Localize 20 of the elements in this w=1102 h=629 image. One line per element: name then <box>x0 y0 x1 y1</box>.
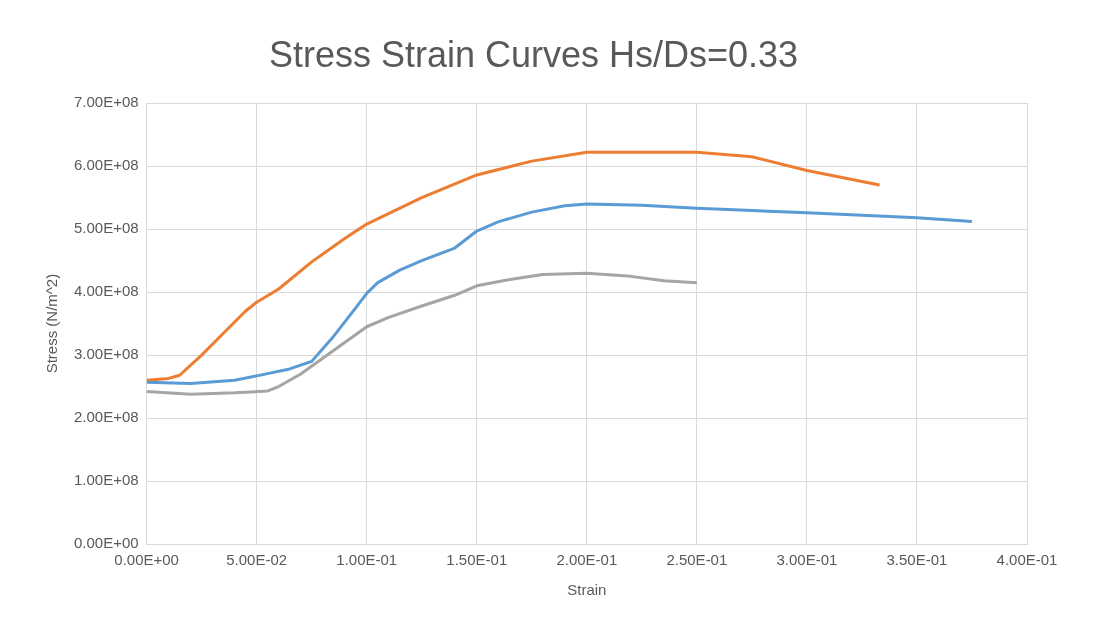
x-tick-label: 4.00E-01 <box>996 551 1058 569</box>
y-axis-title: Stress (N/m^2) <box>43 273 61 374</box>
x-tick-label: 3.50E-01 <box>886 551 948 569</box>
y-tick-label: 3.00E+08 <box>73 345 139 363</box>
y-tick-label: 6.00E+08 <box>73 156 139 174</box>
x-axis-title: Strain <box>567 581 607 599</box>
x-tick-label: 0.00E+00 <box>114 551 179 569</box>
y-tick-label: 5.00E+08 <box>73 219 139 237</box>
y-tick-label: 4.00E+08 <box>73 282 139 300</box>
x-tick-label: 2.00E-01 <box>556 551 618 569</box>
y-tick-label: 2.00E+08 <box>73 408 139 426</box>
x-tick-label: 1.00E-01 <box>336 551 398 569</box>
y-tick-label: 1.00E+08 <box>73 471 139 489</box>
x-tick-label: 5.00E-02 <box>226 551 288 569</box>
x-tick-label: 2.50E-01 <box>666 551 728 569</box>
y-tick-label: 0.00E+00 <box>73 534 139 552</box>
y-tick-label: 7.00E+08 <box>73 93 139 111</box>
x-tick-label: 1.50E-01 <box>446 551 508 569</box>
chart-title: Stress Strain Curves Hs/Ds=0.33 <box>268 33 799 75</box>
x-tick-label: 3.00E-01 <box>776 551 838 569</box>
